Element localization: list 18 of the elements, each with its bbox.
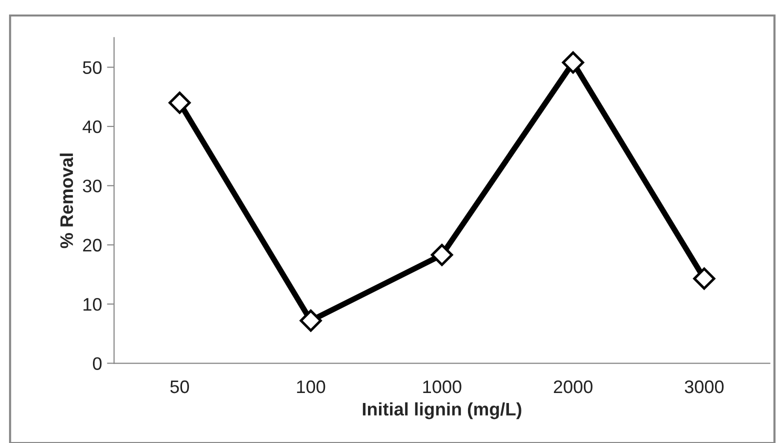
x-tick-label: 50 [170,380,189,394]
x-tick-label: 2000 [554,380,592,394]
x-tick-label: 1000 [423,380,462,394]
point [168,92,191,114]
point [693,268,716,290]
y-tick-label: 20 [83,238,102,252]
x-axis-title: Initial lignin (mg/L) [362,402,522,420]
y-axis-title: % Removal [60,154,74,248]
y-tick-label: 30 [82,180,102,192]
y-tick-label: 0 [92,357,102,370]
x-tick-label: 100 [297,380,326,394]
y-tick-label: 40 [82,120,102,134]
y-tick-label: 50 [82,61,102,74]
point [562,51,584,74]
point [300,310,322,332]
y-tick-label: 10 [84,298,102,311]
point [430,244,454,266]
x-tick-label: 3000 [684,380,724,394]
